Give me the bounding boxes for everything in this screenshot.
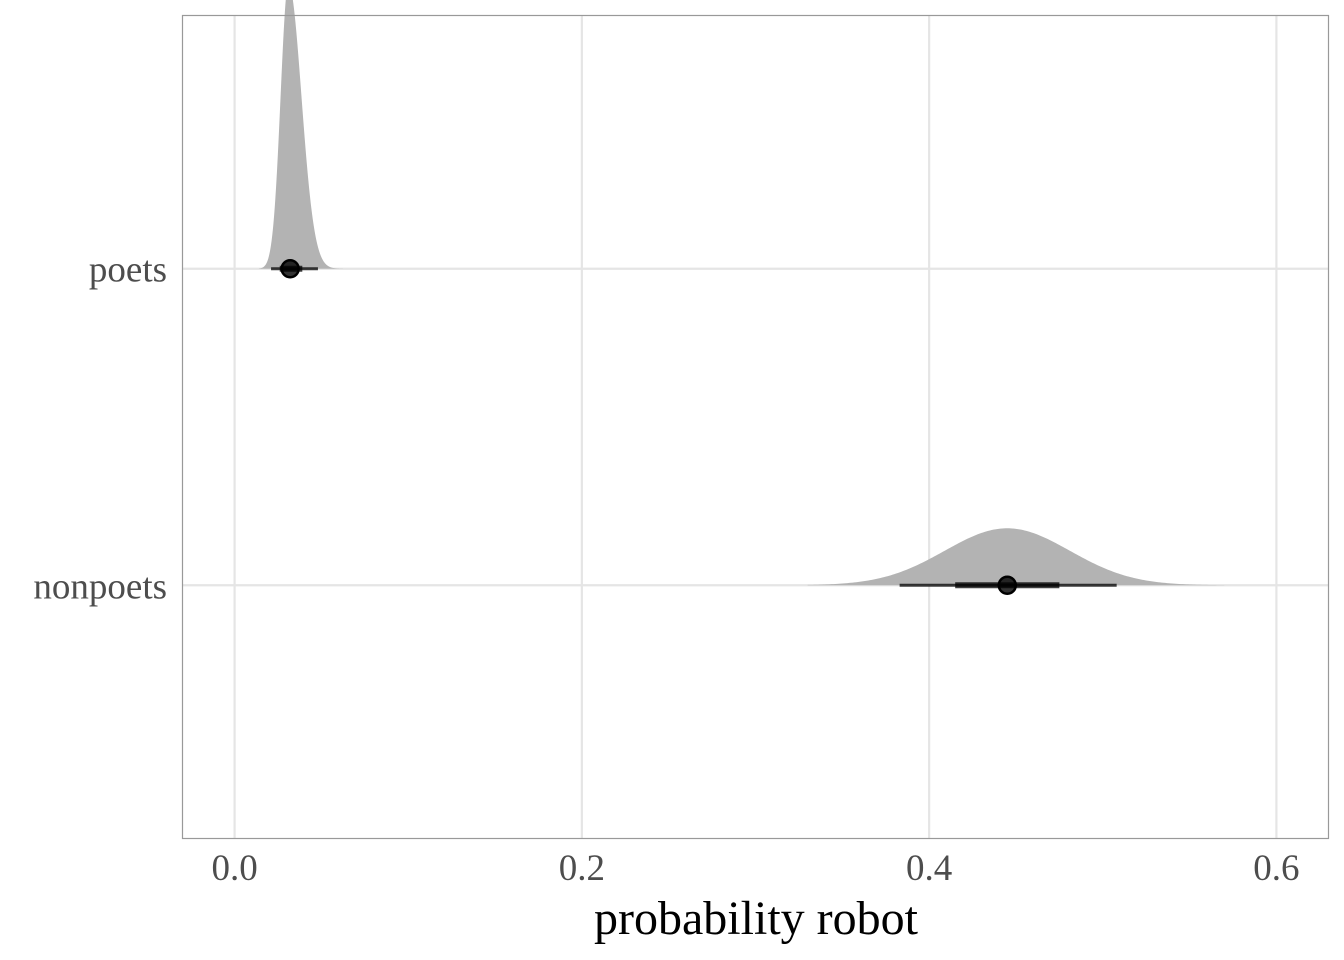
x-axis-title: probability robot [594, 892, 919, 945]
y-tick-label: poets [89, 250, 167, 291]
density-nonpoets [807, 528, 1225, 586]
density-poets [258, 0, 360, 269]
panel-border [181, 14, 1330, 840]
interval-layer [271, 258, 1117, 596]
point-nonpoets [997, 575, 1018, 596]
grid-lines [182, 15, 1329, 839]
x-tick-label: 0.0 [211, 848, 257, 889]
point-poets [280, 258, 300, 279]
y-tick-label: nonpoets [33, 566, 167, 607]
x-tick-label: 0.6 [1253, 848, 1299, 889]
x-tick-label: 0.4 [906, 848, 952, 889]
x-tick-label: 0.2 [559, 848, 605, 889]
density-layer [258, 0, 1225, 586]
tick-labels: 0.0 0.2 0.4 0.6 poets nonpoets [33, 250, 1299, 889]
